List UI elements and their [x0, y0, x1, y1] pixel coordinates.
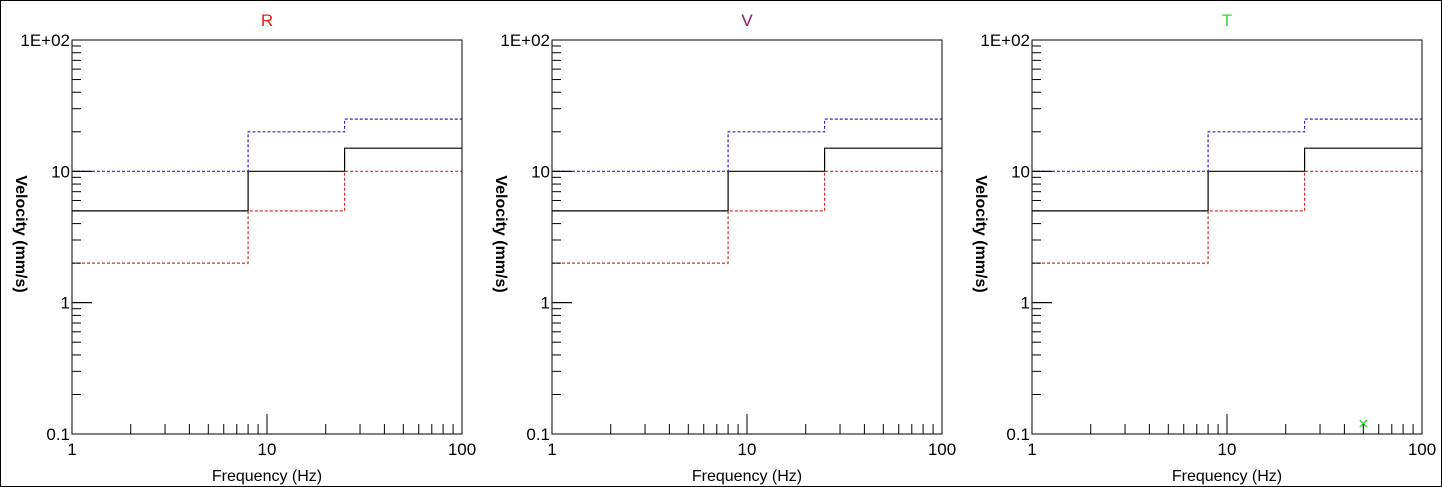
y-tick-label: 1E+02 [500, 31, 550, 50]
y-tick-label: 0.1 [526, 425, 550, 444]
plot-frame [1031, 39, 1423, 435]
x-tick-label: 1 [547, 440, 556, 459]
y-axis-label: Velocity (mm/s) [12, 175, 29, 292]
series-line-1 [552, 147, 942, 212]
y-tick-label: 10 [1011, 162, 1030, 181]
plot-frame [551, 39, 943, 435]
y-tick-label: 0.1 [46, 425, 70, 444]
data-point-marker [1359, 419, 1368, 428]
y-axis-label: Velocity (mm/s) [972, 175, 989, 292]
y-axis-label: Velocity (mm/s) [492, 175, 509, 292]
x-tick-label: 1 [1027, 440, 1036, 459]
x-tick-label: 100 [448, 440, 476, 459]
series-line-3 [552, 170, 942, 264]
chart-title: V [741, 11, 753, 30]
plot-frame [71, 39, 463, 435]
series-line-1 [72, 147, 462, 212]
chart-title: T [1222, 11, 1232, 30]
x-tick-label: 10 [738, 440, 757, 459]
x-tick-label: 100 [928, 440, 956, 459]
x-tick-label: 100 [1408, 440, 1436, 459]
series-line-2 [72, 118, 462, 172]
series-line-3 [1032, 170, 1422, 264]
x-axis-label: Frequency (Hz) [692, 468, 802, 485]
series-line-3 [72, 170, 462, 264]
series-line-2 [552, 118, 942, 172]
y-tick-label: 1 [61, 294, 70, 313]
x-tick-label: 10 [258, 440, 277, 459]
chart-title: R [261, 11, 273, 30]
series-line-1 [1032, 147, 1422, 212]
y-tick-label: 10 [531, 162, 550, 181]
y-tick-label: 1 [541, 294, 550, 313]
x-axis-label: Frequency (Hz) [212, 468, 322, 485]
series-line-2 [1032, 118, 1422, 172]
y-tick-label: 10 [51, 162, 70, 181]
x-tick-label: 1 [67, 440, 76, 459]
y-tick-label: 1E+02 [980, 31, 1030, 50]
x-tick-label: 10 [1218, 440, 1237, 459]
y-tick-label: 0.1 [1006, 425, 1030, 444]
x-axis-label: Frequency (Hz) [1172, 468, 1282, 485]
y-tick-label: 1E+02 [20, 31, 70, 50]
y-tick-label: 1 [1021, 294, 1030, 313]
